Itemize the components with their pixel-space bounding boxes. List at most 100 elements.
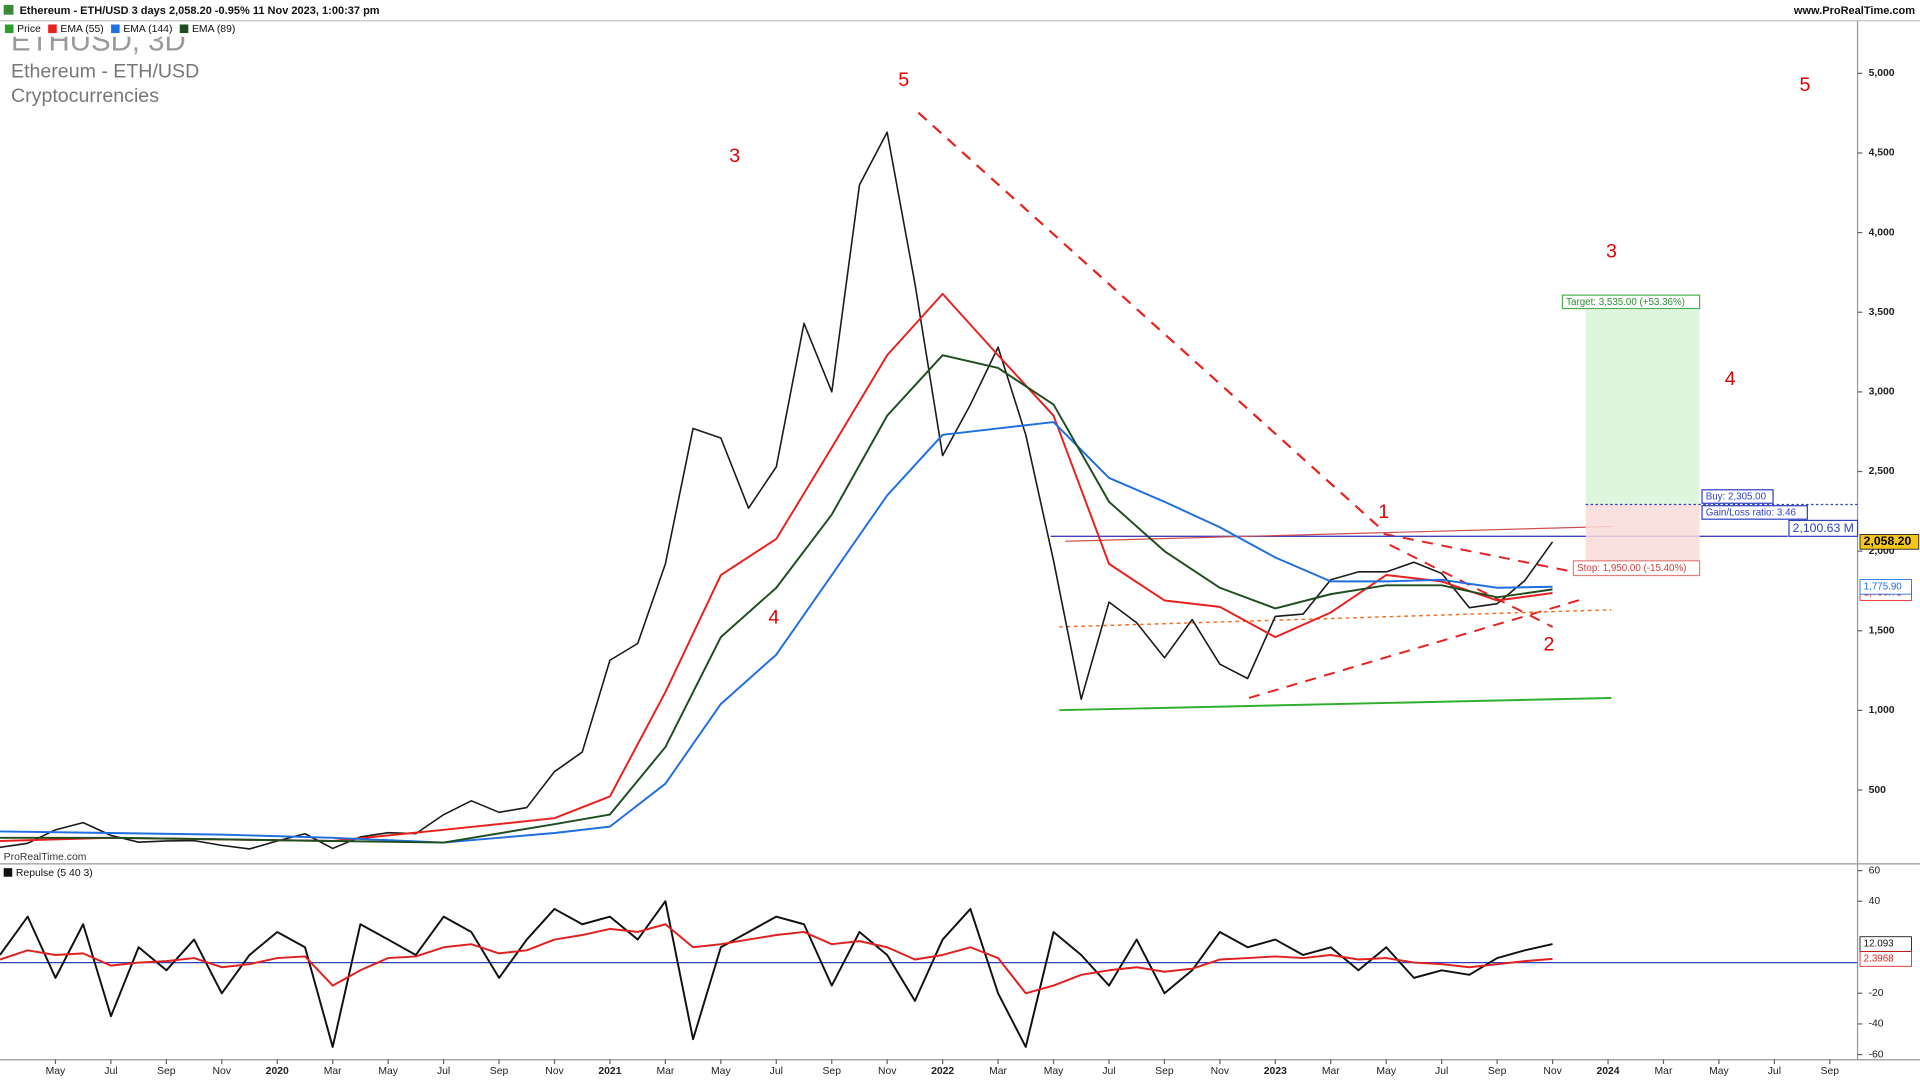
wave-label: 3 (729, 145, 740, 167)
trend-line (1065, 525, 1612, 542)
category-label: Cryptocurrencies (11, 85, 159, 107)
legend-swatch (111, 24, 120, 34)
last-value-label: 2.3968 (1864, 954, 1894, 965)
x-tick-label: Jul (1435, 1066, 1448, 1077)
x-tick-label: Jul (437, 1066, 450, 1077)
last-value-label: 12.093 (1864, 939, 1894, 950)
x-tick-label: Mar (324, 1066, 342, 1077)
x-tick-label: Mar (1655, 1066, 1673, 1077)
y-tick-label: 2,500 (1869, 466, 1895, 477)
volume-label: 2,100.63 M (1793, 521, 1854, 535)
stop-label: Stop: 1,950.00 (-15.40%) (1577, 563, 1686, 574)
wave-label: 5 (898, 69, 909, 91)
buy-label: Buy: 2,305.00 (1706, 492, 1767, 503)
last-value-box (1859, 579, 1912, 595)
x-tick-label: Sep (1155, 1066, 1174, 1077)
y-tick-label: 1,500 (1869, 626, 1895, 637)
x-tick-label: Nov (1211, 1066, 1230, 1077)
volume-box (1788, 519, 1859, 537)
x-tick-label: Sep (1821, 1066, 1840, 1077)
trend-line (1383, 532, 1580, 575)
legend-label: EMA (55) (60, 24, 103, 35)
y-tick-label: 40 (1869, 896, 1881, 907)
app-icon (3, 4, 14, 15)
x-tick-label: May (46, 1066, 66, 1077)
x-tick-label: Sep (822, 1066, 841, 1077)
trend-line (917, 111, 1382, 530)
target-zone (1585, 309, 1700, 505)
last-value-box (1859, 534, 1920, 550)
x-tick-label: Nov (213, 1066, 232, 1077)
x-tick-label: Mar (656, 1066, 674, 1077)
legend-swatch (48, 24, 57, 34)
x-tick-label: Nov (545, 1066, 564, 1077)
legend-label: Price (17, 24, 41, 35)
x-tick-label: 2021 (598, 1066, 621, 1077)
chart-subtitle: Ethereum - ETH/USD (11, 60, 199, 82)
support-line (1059, 696, 1612, 712)
x-tick-label: Jul (1768, 1066, 1781, 1077)
target-box (1561, 294, 1701, 310)
y-tick-label: 3,000 (1869, 387, 1895, 398)
wave-label: 2 (1544, 633, 1555, 655)
x-tick-label: Nov (1543, 1066, 1562, 1077)
buy-box (1701, 489, 1774, 504)
indicator-title: Repulse (5 40 3) (16, 868, 93, 879)
y-tick-label: 3,500 (1869, 307, 1895, 318)
x-tick-label: Sep (157, 1066, 176, 1077)
y-tick-label: 2,000 (1869, 546, 1895, 557)
drawings (917, 111, 1859, 712)
wave-label: 4 (768, 607, 779, 629)
wave-label: 4 (1725, 368, 1736, 390)
last-value-box (1859, 951, 1912, 967)
wave-label: 3 (1606, 240, 1617, 262)
last-value-label: 1,775.90 (1864, 581, 1903, 592)
last-value-label: 2,058.20 (1864, 534, 1912, 548)
series-line (0, 292, 1553, 842)
x-tick-label: May (1044, 1066, 1064, 1077)
series-line (0, 131, 1554, 850)
x-tick-label: Sep (1488, 1066, 1507, 1077)
series-line (0, 354, 1553, 844)
x-tick-label: Nov (878, 1066, 897, 1077)
wave-label: 1 (1378, 501, 1389, 523)
legend-swatch (4, 24, 14, 34)
x-tick-label: Mar (989, 1066, 1007, 1077)
y-tick-label: 4,500 (1869, 148, 1895, 159)
y-tick-label: -60 (1869, 1049, 1884, 1060)
x-tick-label: May (1376, 1066, 1396, 1077)
target-label: Target: 3,535.00 (+53.36%) (1566, 297, 1685, 308)
x-tick-label: 2020 (266, 1066, 289, 1077)
x-tick-label: Mar (1322, 1066, 1340, 1077)
y-tick-label: -20 (1869, 988, 1884, 999)
legend-label: EMA (89) (192, 24, 235, 35)
site-url: www.ProRealTime.com (1793, 5, 1915, 17)
y-tick-label: 1,000 (1869, 705, 1895, 716)
wave-label: 5 (1799, 74, 1810, 96)
x-tick-label: 2024 (1596, 1066, 1619, 1077)
header-text: Ethereum - ETH/USD 3 days 2,058.20 -0.95… (20, 5, 380, 17)
x-tick-label: 2022 (931, 1066, 954, 1077)
header-bar (0, 0, 1920, 21)
x-tick-label: Jul (1102, 1066, 1115, 1077)
stop-box (1572, 560, 1701, 577)
ratio-label: Gain/Loss ratio: 3.46 (1706, 508, 1797, 519)
legend-label: EMA (144) (123, 24, 172, 35)
series-line (0, 900, 1553, 1048)
ratio-box (1701, 505, 1808, 520)
watermark: ProRealTime.com (4, 852, 87, 863)
y-tick-label: 5,000 (1869, 68, 1895, 79)
x-tick-label: Jul (770, 1066, 783, 1077)
indicator-icon (3, 868, 13, 877)
legend-swatch (179, 24, 189, 34)
x-tick-label: 2023 (1264, 1066, 1287, 1077)
y-tick-label: -40 (1869, 1019, 1884, 1030)
y-tick-label: 500 (1869, 785, 1887, 796)
trend-line (1389, 544, 1554, 628)
x-tick-label: May (711, 1066, 731, 1077)
x-tick-label: Jul (104, 1066, 117, 1077)
x-tick-label: May (1709, 1066, 1729, 1077)
series-line (0, 923, 1553, 995)
